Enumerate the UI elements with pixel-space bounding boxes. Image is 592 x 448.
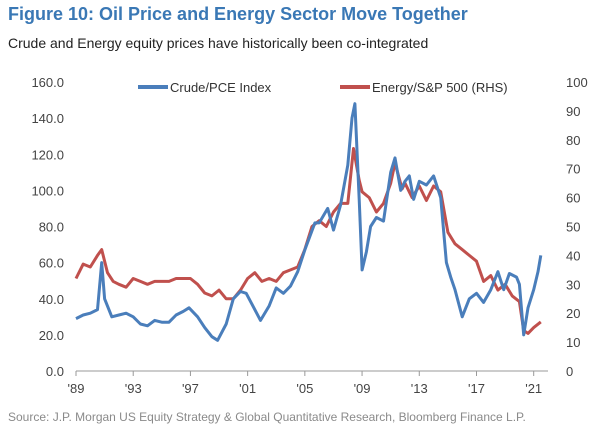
left-tick-label: 40.0 <box>39 292 64 307</box>
x-tick-label: '01 <box>239 381 256 396</box>
legend-label-energy: Energy/S&P 500 (RHS) <box>372 80 508 95</box>
chart-subtitle: Crude and Energy equity prices have hist… <box>8 35 429 51</box>
chart-area: 0.020.040.060.080.0100.0120.0140.0160.0 … <box>31 75 588 396</box>
right-tick-label: 40 <box>566 248 580 263</box>
left-tick-label: 140.0 <box>31 111 64 126</box>
left-tick-label: 0.0 <box>46 364 64 379</box>
x-tick-label: '09 <box>354 381 371 396</box>
x-tick-label: '89 <box>68 381 85 396</box>
right-tick-label: 60 <box>566 191 580 206</box>
x-tick-label: '21 <box>525 381 542 396</box>
right-tick-label: 90 <box>566 104 580 119</box>
legend-label-crude: Crude/PCE Index <box>170 80 272 95</box>
left-tick-label: 20.0 <box>39 328 64 343</box>
right-tick-label: 30 <box>566 277 580 292</box>
x-tick-label: '13 <box>411 381 428 396</box>
legend: Crude/PCE Index Energy/S&P 500 (RHS) <box>138 80 508 95</box>
chart-title: Figure 10: Oil Price and Energy Sector M… <box>8 4 468 24</box>
left-axis-ticks: 0.0 20.0 40.0 60.0 80.0 100.0 120.0 140.0 160.0 <box>31 75 64 379</box>
x-tick-label: '93 <box>125 381 142 396</box>
left-tick-label: 100.0 <box>31 183 64 198</box>
left-tick-label: 60.0 <box>39 256 64 271</box>
right-tick-label: 0 <box>566 364 573 379</box>
right-tick-label: 100 <box>566 75 588 90</box>
x-tick-label: '05 <box>296 381 313 396</box>
x-axis-ticks: '89 '93 '97 '01 '05 '09 '13 '17 '21 <box>68 371 542 396</box>
left-tick-label: 120.0 <box>31 147 64 162</box>
right-tick-label: 70 <box>566 162 580 177</box>
right-tick-label: 10 <box>566 335 580 350</box>
right-tick-label: 20 <box>566 306 580 321</box>
series-lines <box>74 102 543 342</box>
right-tick-label: 50 <box>566 220 580 235</box>
left-tick-label: 160.0 <box>31 75 64 90</box>
series-line-crude <box>75 102 543 342</box>
x-tick-label: '17 <box>468 381 485 396</box>
right-tick-label: 80 <box>566 133 580 148</box>
left-tick-label: 80.0 <box>39 220 64 235</box>
right-axis-ticks: 0 10 20 30 40 50 60 70 80 90 100 <box>566 75 588 379</box>
source-note: Source: J.P. Morgan US Equity Strategy &… <box>8 410 526 424</box>
x-tick-label: '97 <box>182 381 199 396</box>
